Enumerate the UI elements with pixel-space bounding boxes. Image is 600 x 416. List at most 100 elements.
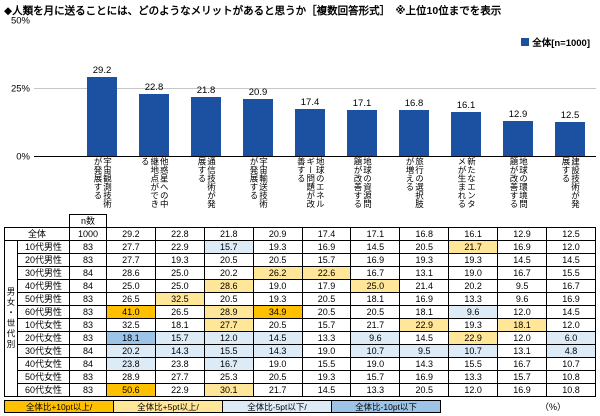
n-value: 84 — [69, 344, 107, 358]
value-cell: 15.5 — [203, 344, 254, 358]
value-cell: 20.5 — [301, 292, 352, 306]
value-cell: 13.3 — [301, 331, 352, 345]
value-cell: 28.9 — [203, 305, 254, 319]
table-row: 40代女性 84 23.8 23.8 16.7 19.0 15.5 19.0 14.3 15.5 1… — [5, 357, 596, 371]
row-label: 40代男性 — [17, 279, 70, 293]
n-value: 1000 — [69, 227, 107, 241]
value-cell: 26.5 — [106, 292, 156, 306]
bar — [347, 109, 377, 156]
value-cell: 16.9 — [301, 240, 352, 254]
value-cell: 14.5 — [497, 253, 548, 267]
value-cell: 15.5 — [546, 266, 596, 280]
table-row: 男女・世代別 10代男性 83 27.7 22.9 15.7 19.3 16.9 14.5 20.… — [4, 240, 596, 397]
value-cell: 25.0 — [154, 279, 205, 293]
table-row: 30代男性 84 28.6 25.0 20.2 26.2 22.6 16.7 13.1 19.0 1… — [5, 266, 596, 280]
value-cell: 29.2 — [106, 227, 156, 241]
value-cell: 14.3 — [154, 344, 205, 358]
value-cell: 15.7 — [301, 318, 352, 332]
row-label: 60代女性 — [17, 383, 70, 397]
value-cell: 20.5 — [350, 305, 401, 319]
value-cell: 26.5 — [154, 305, 205, 319]
row-label: 30代女性 — [17, 344, 70, 358]
value-cell: 17.1 — [350, 227, 401, 241]
y-tick-50: 50% — [10, 15, 30, 27]
bar — [295, 108, 325, 156]
value-cell: 20.5 — [203, 292, 254, 306]
value-cell: 12.0 — [497, 305, 548, 319]
table-row: 50代女性 83 28.9 27.7 25.3 20.5 19.3 15.7 16.9 13.3 1… — [5, 370, 596, 384]
table-row: 10代女性 83 32.5 18.1 27.7 20.5 15.7 21.7 22.9 19.3 1… — [5, 318, 596, 332]
row-label: 50代女性 — [17, 370, 70, 384]
bar-value-label: 17.4 — [300, 96, 320, 108]
value-cell: 14.5 — [252, 331, 303, 345]
value-cell: 20.5 — [203, 253, 254, 267]
value-cell: 19.3 — [448, 318, 499, 332]
value-cell: 13.3 — [448, 370, 499, 384]
value-cell: 14.3 — [399, 357, 450, 371]
value-cell: 20.5 — [301, 305, 352, 319]
bar-value-label: 12.9 — [508, 108, 528, 120]
bar-value-label: 29.2 — [92, 64, 112, 76]
bar-chart: 50% 25% 0% 29.2 22.8 21.8 20.9 17.4 17.1 16.8 1… — [4, 16, 596, 213]
n-value: 84 — [69, 266, 107, 280]
value-cell: 20.2 — [203, 266, 254, 280]
value-cell: 41.0 — [106, 305, 156, 319]
bar-value-label: 17.1 — [352, 97, 372, 109]
value-cell: 19.0 — [301, 344, 352, 358]
value-cell: 15.7 — [350, 370, 401, 384]
category-text: 地球の環境問題が改善する — [509, 157, 529, 208]
category-text: 他惑星への中継地点ができる — [140, 157, 170, 208]
data-table: n数 全体 1000 29.2 22.8 21.8 20.9 17.4 17.1 16.8 16.… — [4, 214, 596, 397]
value-cell: 20.9 — [252, 227, 303, 241]
table-body: n数 全体 1000 29.2 22.8 21.8 20.9 17.4 17.1 16.8 16.… — [4, 214, 596, 397]
row-label: 10代女性 — [17, 318, 70, 332]
footer: 全体比+10pt以上/全体比+5pt以上/全体比-5pt以下/全体比-10pt以… — [4, 400, 596, 413]
category-text: 通信技術が発展する — [197, 157, 217, 208]
bar-value-label: 22.8 — [144, 82, 164, 93]
value-cell: 15.5 — [301, 357, 352, 371]
table-row: 60代女性 83 50.6 22.9 30.1 21.7 14.5 13.3 20.5 12.0 1… — [5, 383, 596, 397]
value-cell: 23.8 — [154, 357, 205, 371]
value-cell: 16.7 — [497, 266, 548, 280]
row-label: 全体 — [4, 227, 70, 241]
value-cell: 13.1 — [399, 266, 450, 280]
value-cell: 12.0 — [203, 331, 254, 345]
value-cell: 26.2 — [252, 266, 303, 280]
value-cell: 20.5 — [399, 383, 450, 397]
value-cell: 27.7 — [106, 240, 156, 254]
footer-legend: 全体比+10pt以上/全体比+5pt以上/全体比-5pt以下/全体比-10pt以… — [4, 400, 441, 413]
value-cell: 14.5 — [546, 305, 596, 319]
bar-slot: 12.9 — [492, 21, 544, 156]
value-cell: 18.1 — [106, 331, 156, 345]
value-cell: 19.0 — [252, 279, 303, 293]
value-cell: 22.9 — [448, 331, 499, 345]
bar — [555, 122, 585, 156]
value-cell: 12.0 — [546, 318, 596, 332]
legend-swatch-icon — [521, 38, 530, 46]
value-cell: 32.5 — [154, 292, 205, 306]
y-tick-0: 0% — [16, 151, 30, 163]
bar — [139, 94, 169, 156]
row-label: 60代男性 — [17, 305, 70, 319]
value-cell: 15.7 — [203, 240, 254, 254]
n-value: 83 — [69, 331, 107, 345]
value-cell: 19.0 — [448, 266, 499, 280]
value-cell: 18.1 — [497, 318, 548, 332]
bar-slot: 29.2 — [76, 21, 128, 156]
bar — [399, 110, 429, 156]
value-cell: 18.1 — [399, 305, 450, 319]
value-cell: 12.5 — [546, 227, 596, 241]
bar — [503, 120, 533, 156]
value-cell: 21.8 — [203, 227, 254, 241]
bar-value-label: 20.9 — [248, 87, 268, 99]
bar — [87, 76, 117, 156]
bar-category-label: 新たなエンタメが生まれる — [440, 157, 492, 213]
value-cell: 20.5 — [252, 253, 303, 267]
row-label: 50代男性 — [17, 292, 70, 306]
n-value: 83 — [69, 240, 107, 254]
chart-legend: 全体[n=1000] — [521, 35, 590, 49]
category-text: 地球のエネルギー問題が改善する — [296, 157, 326, 208]
value-cell: 21.7 — [350, 318, 401, 332]
bar-category-label: 地球の環境問題が改善する — [492, 157, 544, 213]
